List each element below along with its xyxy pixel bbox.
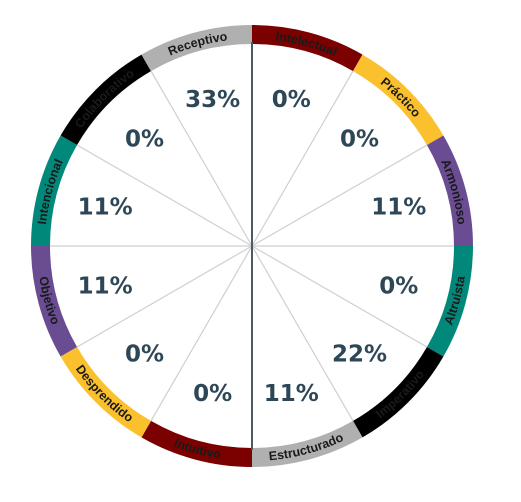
ring-segment-estructurado — [252, 420, 363, 467]
spoke — [76, 245, 253, 348]
value-label-armonioso: 11% — [371, 195, 426, 221]
ring-segment-colaborativo — [60, 54, 152, 146]
value-label-intencional: 11% — [78, 195, 133, 221]
value-label-colaborativo: 0% — [125, 127, 164, 153]
ring-segment-objetivo — [31, 246, 78, 357]
ring-segment-intuitivo — [141, 420, 252, 467]
value-label-practico: 0% — [340, 127, 379, 153]
value-label-imperativo: 22% — [332, 341, 387, 367]
ring-segment-imperativo — [353, 347, 444, 438]
spoke — [150, 70, 253, 247]
value-label-desprendido: 0% — [125, 341, 164, 367]
value-label-estructurado: 11% — [264, 381, 319, 407]
spoke — [251, 144, 428, 247]
spoke — [251, 245, 428, 348]
value-label-altruista: 0% — [379, 273, 418, 299]
ring-segment-armonioso — [426, 135, 473, 246]
value-label-receptivo: 33% — [185, 87, 240, 113]
ring-segment-intelectual — [252, 25, 363, 72]
value-label-intelectual: 0% — [272, 87, 311, 113]
ring-segment-receptivo — [141, 25, 252, 72]
ring-segment-altruista — [426, 246, 473, 357]
value-label-objetivo: 11% — [78, 273, 133, 299]
value-label-intuitivo: 0% — [193, 381, 232, 407]
ring-segment-practico — [353, 54, 444, 146]
ring-segment-intencional — [31, 135, 78, 246]
spoke — [76, 144, 253, 247]
spoke — [150, 245, 253, 422]
ring-segment-desprendido — [60, 347, 152, 438]
spoke — [251, 70, 354, 247]
spoke — [251, 245, 354, 422]
